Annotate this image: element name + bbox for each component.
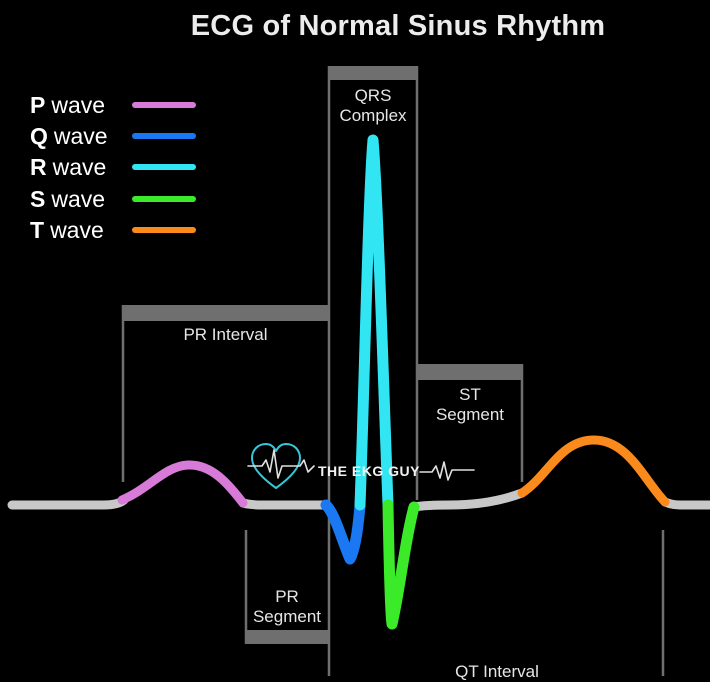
legend-label: wave <box>51 185 106 212</box>
legend-item-q: Q wave <box>30 121 196 151</box>
page-title: ECG of Normal Sinus Rhythm <box>190 10 606 42</box>
st-label-line1: ST <box>459 385 481 404</box>
heart-ecg-icon <box>251 443 301 489</box>
pr-interval-label: PR Interval <box>183 325 268 344</box>
legend-item-r: R wave <box>30 152 196 182</box>
r-wave <box>354 134 394 511</box>
pr-segment-bracket-bar <box>246 630 328 644</box>
legend-swatch <box>132 164 196 170</box>
s-wave <box>382 499 420 630</box>
bracket-lines <box>121 66 665 676</box>
qrs-bracket-bar <box>329 66 417 80</box>
st-bracket-bar <box>418 364 522 380</box>
qrs-label-line2: Complex <box>339 106 407 125</box>
pr-segment-label-line2: Segment <box>252 607 322 626</box>
legend-swatch <box>132 196 196 202</box>
legend-label: wave <box>52 153 107 180</box>
legend-item-t: T wave <box>30 215 196 245</box>
st-segment-label: ST Segment <box>418 385 522 425</box>
pr-interval-bracket-bar <box>123 305 328 321</box>
pr-segment-label: PR Segment <box>246 587 328 627</box>
legend-label: wave <box>51 91 106 118</box>
legend-letter: Q <box>30 122 48 149</box>
legend-label: wave <box>53 122 108 149</box>
qrs-label-line1: QRS <box>354 86 392 105</box>
legend-letter: S <box>30 185 46 212</box>
legend-label: wave <box>50 216 104 243</box>
qrs-complex-label: QRS Complex <box>329 86 417 126</box>
legend-letter: R <box>30 153 47 180</box>
legend-swatch <box>132 133 196 139</box>
st-label-line2: Segment <box>435 405 505 424</box>
p-wave <box>117 460 248 508</box>
pr-segment-label-line1: PR <box>275 587 299 606</box>
legend-swatch <box>132 102 196 108</box>
logo-trace-line <box>247 449 475 481</box>
logo-text: THE EKG GUY <box>318 463 420 479</box>
legend-swatch <box>132 227 196 233</box>
q-wave <box>320 499 366 565</box>
legend-item-s: S wave <box>30 184 196 214</box>
legend-letter: P <box>30 91 46 118</box>
legend-item-p: P wave <box>30 90 196 120</box>
qt-interval-label: QT Interval <box>455 662 539 681</box>
t-wave <box>517 435 670 507</box>
legend-letter: T <box>30 216 45 243</box>
